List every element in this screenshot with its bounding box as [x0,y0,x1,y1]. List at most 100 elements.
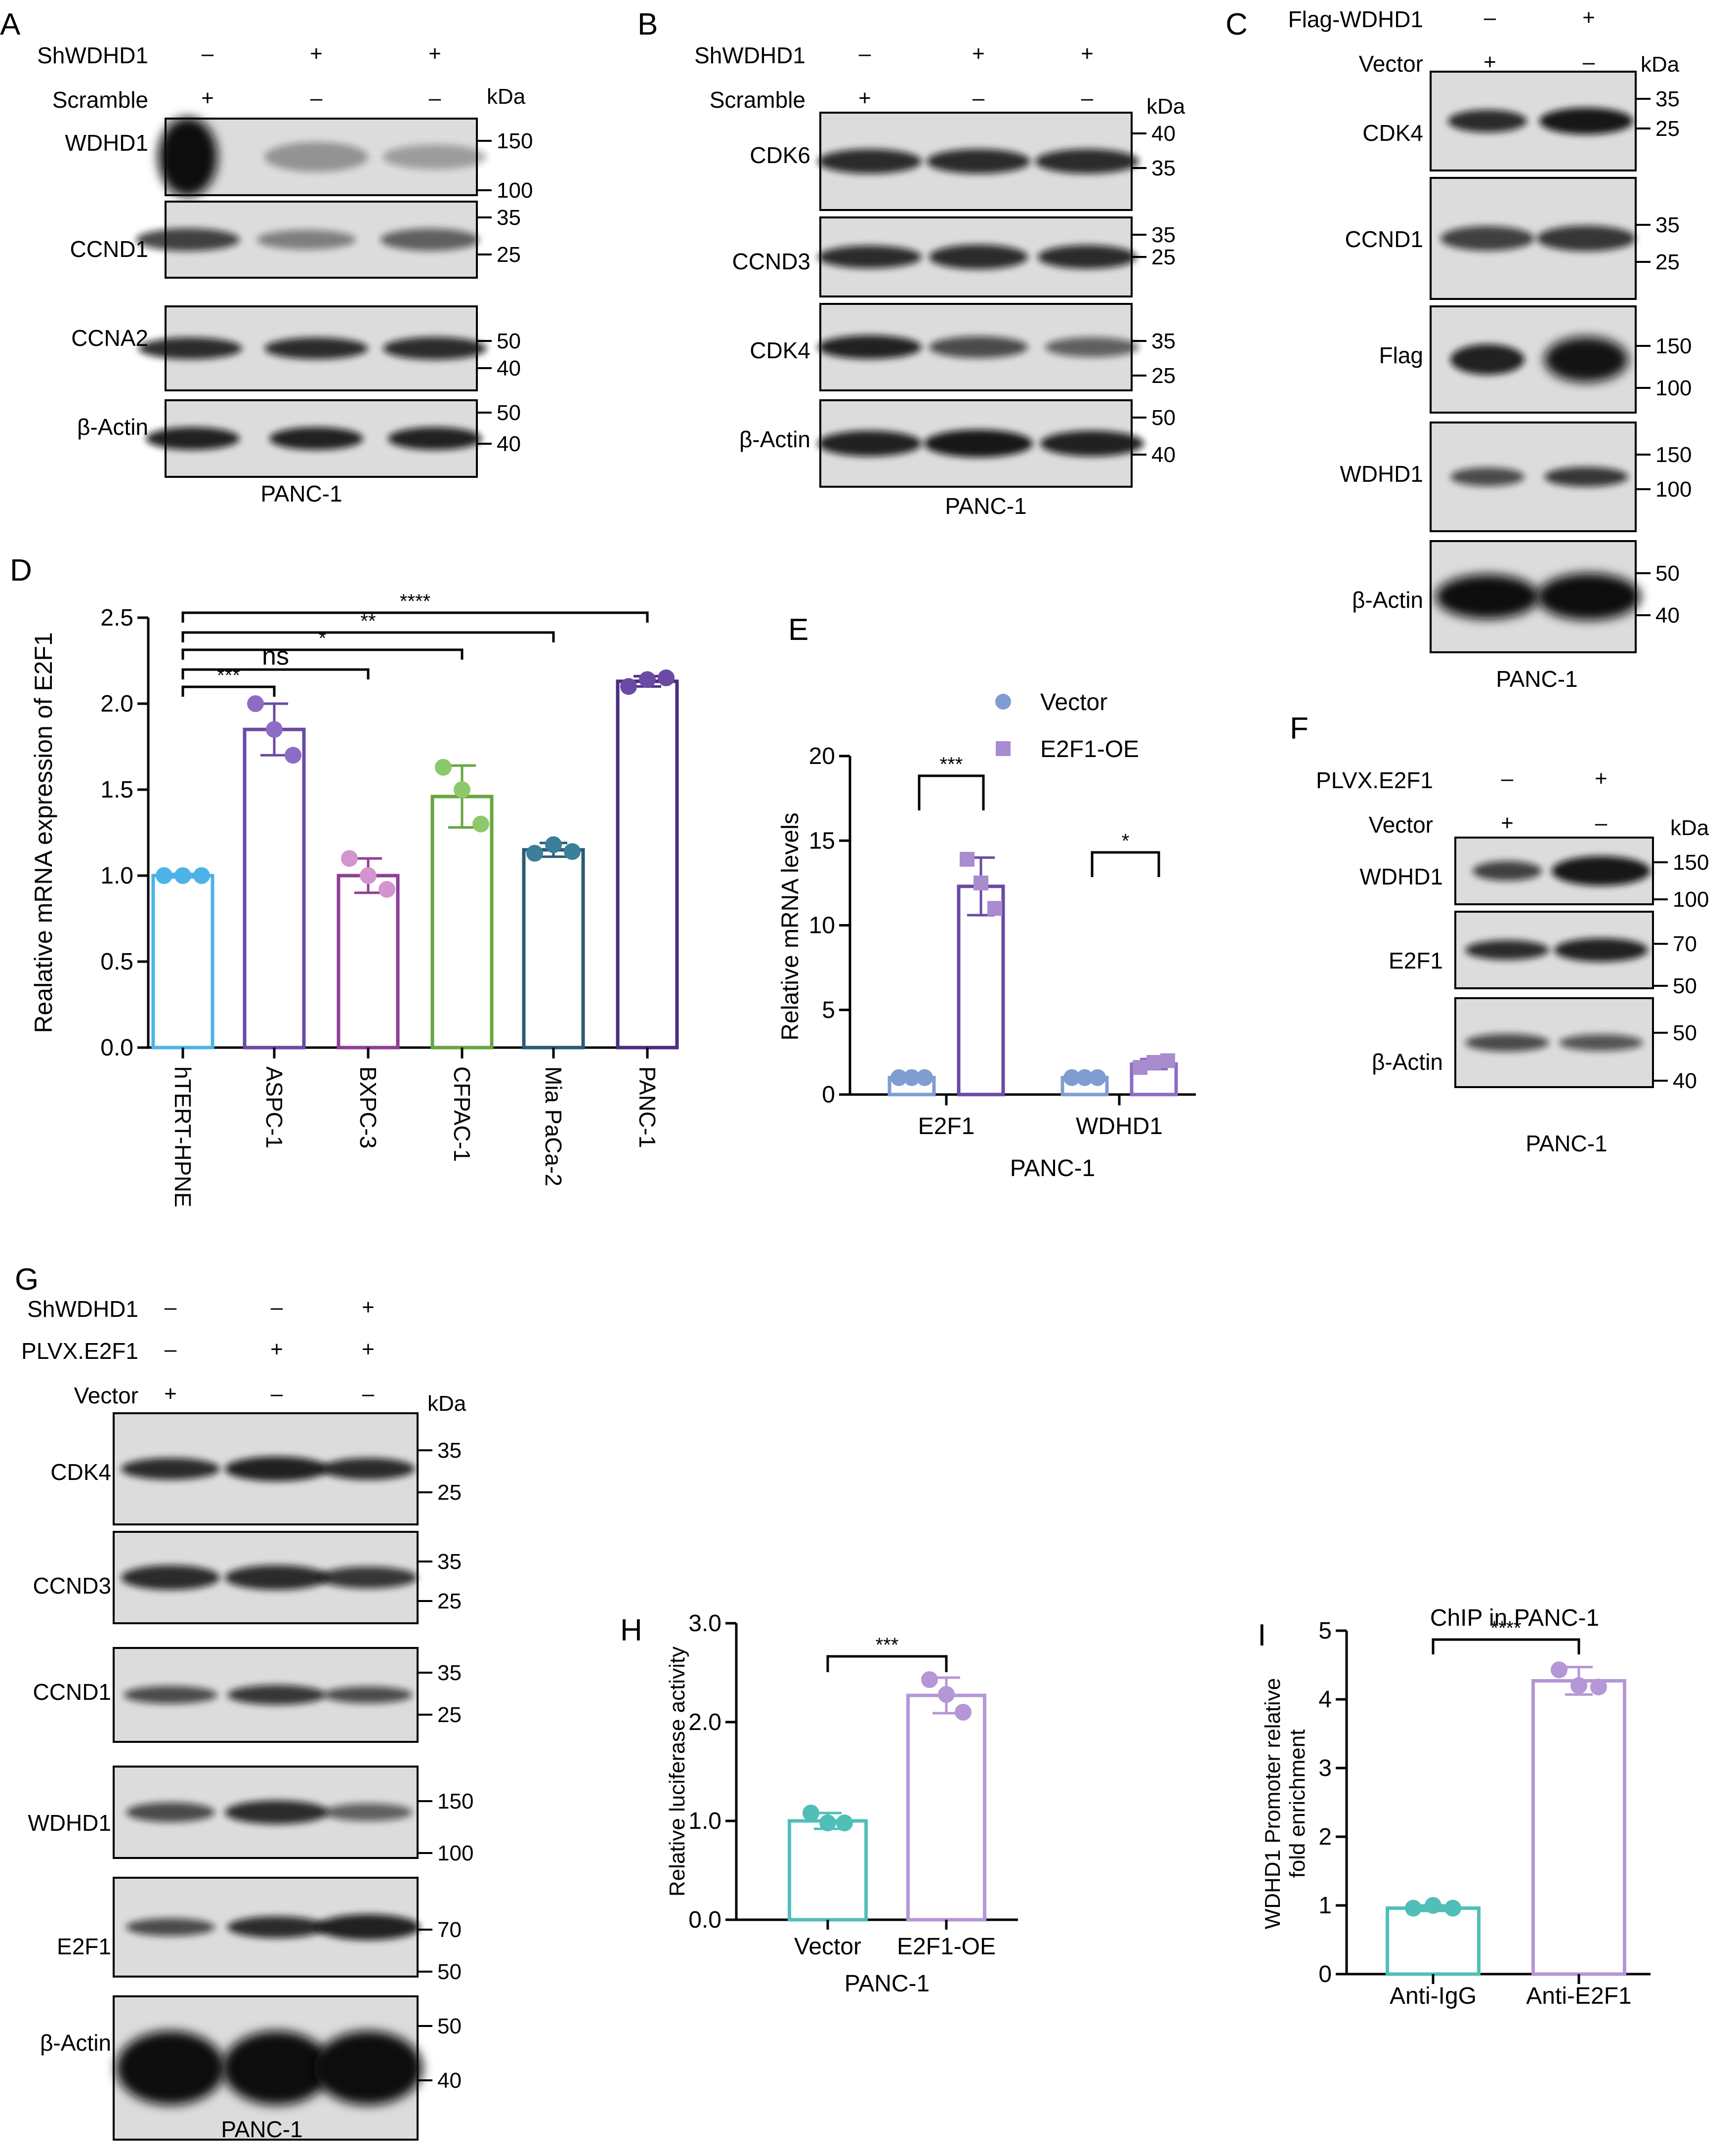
data-point [1570,1677,1587,1694]
marker-label: 25 [437,1480,462,1505]
protein-band [264,142,368,172]
protein-band [1544,337,1628,382]
blot--actin: β-Actin 50 40 [40,1995,462,2141]
protein-band [1465,940,1549,960]
data-point [836,1814,853,1831]
protein-label: β-Actin [1372,1049,1443,1075]
marker-label: 50 [1655,561,1680,586]
marker-label: 40 [497,432,521,456]
data-point [1076,1069,1093,1086]
blot-ccna2: CCNA2 50 40 [71,305,521,391]
marker-label: 40 [1655,603,1680,628]
blot-cdk4: CDK4 35 25 [1362,71,1680,171]
marker-label: 100 [1673,887,1709,912]
condition-row-label: ShWDHD1 [37,42,148,68]
y-tick-label: 10 [809,913,835,939]
x-tick-label: E2F1 [918,1113,975,1139]
protein-label: β-Actin [40,2030,111,2056]
protein-band [269,427,363,450]
data-point [472,815,489,833]
data-point [803,1805,819,1821]
protein-band [227,1685,326,1705]
marker-label: 40 [437,2068,462,2093]
marker-label: 50 [1673,974,1697,998]
protein-band [158,117,217,197]
protein-band [1559,1034,1643,1051]
data-point [1133,1060,1147,1075]
protein-band [257,230,356,250]
condition-mark: + [362,1295,375,1319]
marker-label: 35 [437,1438,462,1463]
protein-label: β-Actin [77,414,148,440]
marker-label: 70 [437,1918,462,1942]
bar [957,885,1005,1097]
condition-mark: – [1081,86,1094,110]
protein-band [388,427,482,450]
condition-mark: + [428,42,441,66]
x-tick-label: PANC-1 [635,1066,660,1148]
marker-label: 100 [1655,477,1692,502]
data-point [938,1686,955,1703]
protein-band [138,337,242,359]
significance-bracket [181,648,464,660]
protein-label: WDHD1 [65,130,148,156]
protein-label: CCND1 [70,236,148,262]
data-point [1425,1897,1441,1914]
protein-band [1045,337,1139,357]
blot-ccnd1: CCND1 35 25 [70,201,521,279]
protein-band [126,1918,215,1936]
y-axis-title: Realative mRNA expression of E2F1 [30,632,57,1033]
data-point [903,1069,920,1086]
marker-label: 35 [1655,87,1680,111]
legend-marker-e2f1-oe [996,741,1011,756]
x-axis-title: PANC-1 [1010,1155,1095,1181]
cell-line-label: PANC-1 [221,2116,302,2142]
blot--actin: β-Actin 50 40 [1352,540,1680,653]
legend-marker-vector [995,694,1011,710]
data-point [987,901,1002,916]
condition-mark: + [1501,811,1514,835]
x-tick-label: Vector [794,1934,861,1960]
marker-label: 40 [1151,122,1176,146]
protein-band [126,1802,215,1822]
marker-label: 40 [1151,443,1176,467]
protein-band [264,337,368,359]
condition-mark: – [165,1295,177,1319]
x-tick-label: hTERT-HPNE [170,1066,196,1207]
protein-label: WDHD1 [1340,461,1423,487]
protein-band [383,144,487,169]
blot-wdhd1: WDHD1 150 100 [1359,837,1709,912]
protein-band [927,149,1030,174]
y-tick-label: 2.5 [100,605,133,631]
y-tick-label: 5 [822,997,835,1023]
panelf-western-blot: F PLVX.E2F1 – + Vector + – kDa WDHD1 150 100 E2F1 70… [1290,712,1709,1156]
condition-mark: + [270,1337,283,1361]
protein-label: CCND3 [732,249,810,274]
condition-row-label: ShWDHD1 [694,42,805,68]
condition-mark: – [1484,5,1496,30]
significance-label: *** [876,1634,899,1656]
marker-label: 40 [1673,1069,1697,1093]
y-tick-label: 3 [1318,1755,1332,1781]
kda-label: kDa [1641,52,1680,77]
data-point [658,669,675,686]
protein-band [929,336,1028,358]
significance-bracket [826,1655,948,1672]
cell-line-label: PANC-1 [1496,666,1577,692]
data-point [1551,1661,1567,1679]
marker-label: 150 [1655,334,1692,358]
data-point [360,867,377,884]
marker-label: 35 [1151,156,1176,180]
data-point [454,781,470,798]
protein-band [225,1800,329,1824]
marker-label: 50 [497,401,521,425]
protein-band [1038,245,1137,269]
data-point [285,747,301,764]
panel-letter: D [10,553,32,588]
data-point [1160,1053,1175,1068]
condition-mark: + [164,1382,177,1406]
marker-label: 50 [437,2014,462,2038]
panel-letter: C [1226,7,1248,42]
data-point [955,1704,972,1721]
blot-wdhd1: WDHD1 150 100 [28,1766,473,1865]
